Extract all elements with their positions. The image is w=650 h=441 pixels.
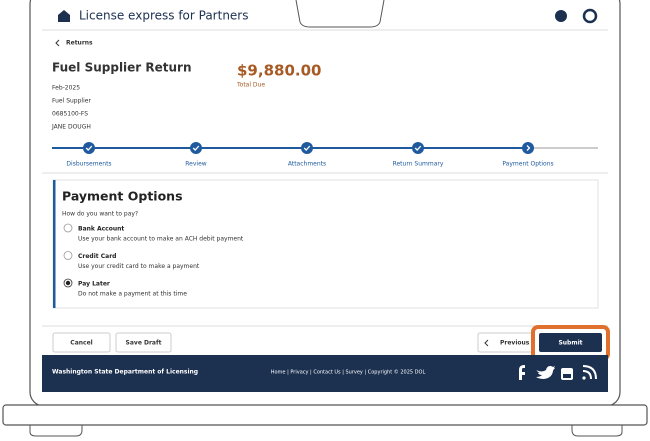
rss-icon-waves bbox=[582, 365, 597, 380]
laptop-foot bbox=[29, 425, 83, 437]
step-arrow bbox=[526, 145, 531, 151]
panel-accent bbox=[53, 180, 56, 308]
option-label: Pay Later bbox=[78, 281, 110, 288]
step-label: Review bbox=[185, 161, 207, 168]
step-label: Return Summary bbox=[393, 161, 444, 168]
option-description: Use your credit card to make a payment bbox=[78, 263, 200, 270]
question: How do you want to pay? bbox=[62, 211, 138, 218]
return-title: Fuel Supplier Return bbox=[52, 61, 192, 75]
payment-panel bbox=[52, 179, 599, 309]
step-circle[interactable] bbox=[301, 142, 313, 154]
help-icon[interactable] bbox=[555, 10, 567, 22]
youtube-icon-detail bbox=[563, 374, 571, 378]
step-label: Payment Options bbox=[502, 161, 553, 168]
step-check bbox=[192, 145, 200, 151]
step-circle[interactable] bbox=[83, 142, 95, 154]
step-label: Disbursements bbox=[66, 161, 111, 168]
footer-org: Washington State Department of Licensing bbox=[52, 369, 198, 376]
footer bbox=[42, 355, 608, 392]
amount: $9,880.00 bbox=[237, 62, 321, 80]
user-icon[interactable] bbox=[582, 8, 598, 24]
option-description: Do not make a payment at this time bbox=[78, 291, 187, 298]
app-title: License express for Partners bbox=[79, 9, 249, 23]
submit-label: Submit bbox=[558, 340, 582, 347]
save-label: Save Draft bbox=[126, 340, 162, 347]
return-type: Fuel Supplier bbox=[52, 98, 91, 105]
step-check bbox=[414, 145, 422, 151]
option-label: Credit Card bbox=[78, 253, 116, 260]
facebook-icon[interactable] bbox=[519, 365, 525, 380]
stepper: Disbursements Review Attachments Return Sum… bbox=[66, 142, 554, 168]
amount-label: Total Due bbox=[236, 82, 265, 89]
back-arrow bbox=[55, 39, 60, 47]
save-button[interactable] bbox=[115, 332, 172, 353]
camera-notch bbox=[295, 0, 385, 28]
submit-button[interactable] bbox=[539, 333, 602, 352]
period: Feb-2025 bbox=[52, 85, 80, 92]
laptop-base bbox=[2, 404, 648, 426]
rss-icon[interactable] bbox=[582, 376, 586, 380]
breadcrumb[interactable]: Returns bbox=[66, 40, 93, 47]
step-circle[interactable] bbox=[522, 142, 534, 154]
laptop-foot bbox=[571, 425, 623, 437]
radio[interactable] bbox=[63, 223, 73, 233]
payment-options: Bank Account Use your bank account to mak… bbox=[63, 223, 244, 298]
cancel-label: Cancel bbox=[70, 340, 92, 347]
panel-heading: Payment Options bbox=[62, 189, 183, 204]
home-icon[interactable] bbox=[58, 10, 70, 22]
account: 0685100-FS bbox=[52, 111, 88, 118]
radio[interactable] bbox=[63, 251, 73, 260]
step-circle[interactable] bbox=[190, 142, 202, 154]
footer-links[interactable]: Home | Privacy | Contact Us | Survey | C… bbox=[271, 369, 426, 376]
step-label: Attachments bbox=[288, 161, 326, 168]
previous-label: Previous bbox=[500, 340, 530, 347]
option-label: Bank Account bbox=[78, 226, 124, 233]
option-description: Use your bank account to make an ACH deb… bbox=[78, 236, 244, 243]
radio-dot bbox=[65, 280, 71, 286]
previous-arrow bbox=[484, 339, 489, 347]
name: JANE DOUGH bbox=[51, 124, 91, 131]
step-circle[interactable] bbox=[412, 142, 424, 154]
twitter-icon[interactable] bbox=[536, 366, 555, 379]
step-check bbox=[303, 145, 311, 151]
step-check bbox=[85, 145, 93, 151]
cancel-button[interactable] bbox=[52, 332, 111, 353]
